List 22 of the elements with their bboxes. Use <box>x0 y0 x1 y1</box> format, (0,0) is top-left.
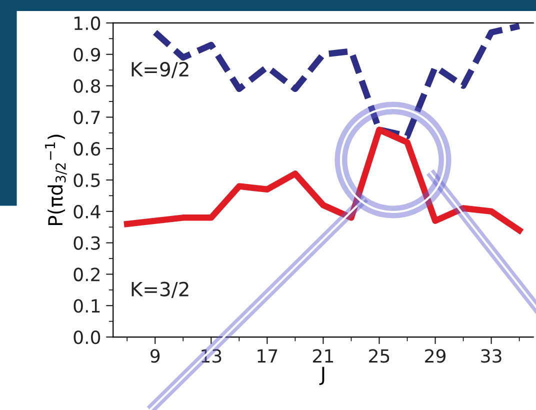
x-tick-label: 25 <box>369 349 390 363</box>
x-tick-label: 21 <box>313 349 334 363</box>
x-tick-label: 9 <box>150 349 160 363</box>
x-tick-label: 17 <box>258 349 278 363</box>
y-axis-title: P(πd$_{3/2}$$^{−1}$) <box>45 134 67 226</box>
x-tick-label: 13 <box>202 349 222 363</box>
y-tick-label: 0.9 <box>74 48 100 62</box>
y-tick-label: 0.7 <box>74 110 100 124</box>
y-tick-label: 0.5 <box>74 173 100 188</box>
y-tick-label: 1.0 <box>74 16 100 30</box>
y-tick-label: 0.0 <box>74 330 100 344</box>
y-tick-label: 0.6 <box>74 142 100 156</box>
x-axis-title: J <box>319 366 324 385</box>
series-label: K=9/2 <box>132 62 188 78</box>
y-tick-label: 0.4 <box>74 204 100 219</box>
x-tick-label: 29 <box>425 349 446 363</box>
y-tick-label: 0.8 <box>74 79 100 93</box>
y-tick-label: 0.1 <box>74 299 100 313</box>
x-tick-label: 33 <box>481 349 502 363</box>
y-tick-label: 0.3 <box>74 236 100 250</box>
y-tick-label: 0.2 <box>74 268 100 282</box>
text: K=3/2 <box>132 282 188 298</box>
